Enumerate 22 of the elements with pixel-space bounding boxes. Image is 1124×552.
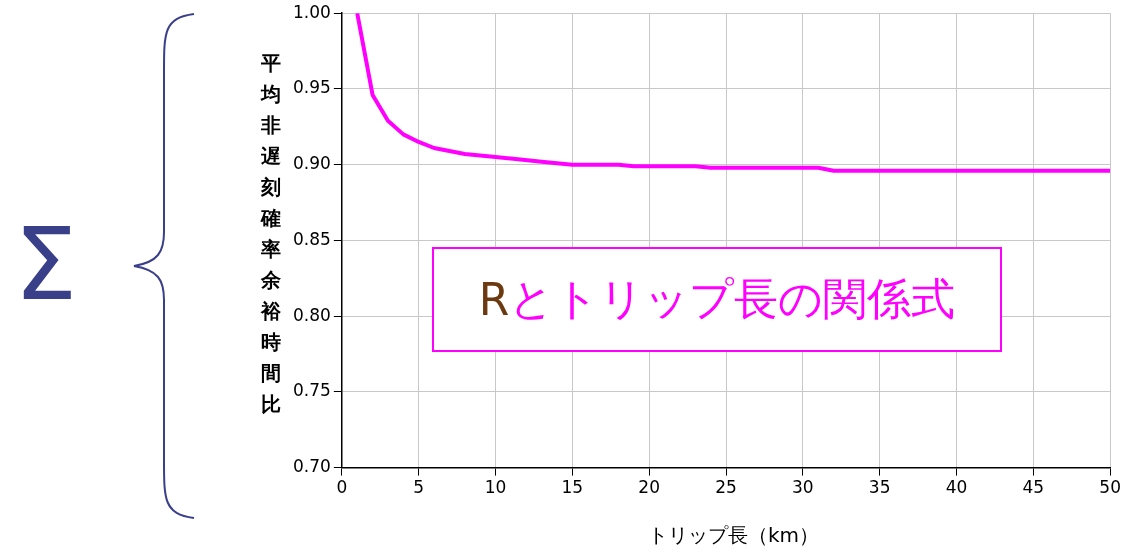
- y-tick-label: 0.90: [292, 153, 331, 174]
- x-tick-label: 30: [792, 477, 814, 498]
- x-tick-label: 20: [638, 477, 660, 498]
- y-tick-label: 0.85: [292, 228, 331, 249]
- x-tick-label: 50: [1099, 477, 1121, 498]
- x-tick-label: 15: [561, 477, 584, 498]
- annotation: Rとトリップ長の関係式: [478, 272, 956, 327]
- x-tick-label: 25: [715, 477, 737, 498]
- x-axis-title: トリップ長（km）: [646, 522, 821, 549]
- x-tick-label: 45: [1022, 477, 1045, 498]
- text: 平均非遅刻確率余裕時間比: [261, 51, 281, 416]
- x-tick-label: 0: [336, 477, 348, 498]
- y-tick-label: 0.95: [292, 77, 331, 98]
- y-tick-label: 0.70: [292, 456, 331, 477]
- y-tick-label: 0.75: [292, 380, 331, 401]
- x-tick-label: 10: [484, 477, 507, 498]
- x-tick-label: 40: [945, 477, 968, 498]
- x-tick-label: 5: [413, 477, 425, 498]
- x-tick-label: 35: [868, 477, 891, 498]
- y-tick-label: 1.00: [292, 1, 331, 22]
- text: Σ: [14, 206, 78, 323]
- y-tick-label: 0.80: [292, 304, 331, 325]
